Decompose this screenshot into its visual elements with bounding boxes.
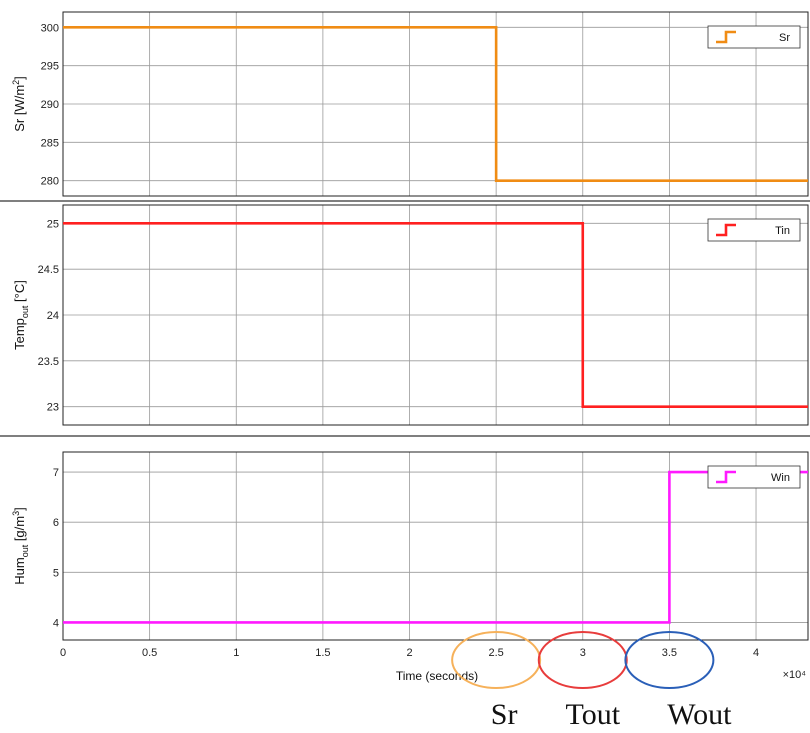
- x-tick-label: 4: [753, 647, 759, 659]
- legend-label: Win: [771, 472, 790, 484]
- legend-label: Tin: [775, 225, 790, 237]
- superscript: 2: [11, 80, 21, 85]
- series-line-sr: [63, 26, 808, 182]
- y-tick-label: 24: [47, 310, 59, 322]
- x-tick-label: 1: [233, 647, 239, 659]
- legend-label: Sr: [779, 32, 790, 44]
- y-tick-label: 23.5: [38, 356, 59, 368]
- series-line-win: [63, 470, 808, 624]
- y-tick-label: 5: [53, 567, 59, 579]
- y-tick-label: 290: [41, 99, 59, 111]
- y-tick-label: 25: [47, 218, 59, 230]
- label-rest: [°C]: [12, 280, 27, 305]
- annotation-circle-tout: [537, 631, 628, 689]
- x-tick-label: 1.5: [315, 647, 330, 659]
- y-axis-label: Sr [W/m2]: [11, 76, 27, 132]
- x-axis-multiplier: ×10⁴: [783, 669, 807, 681]
- subscript: out: [20, 305, 30, 318]
- legend-swatch: [716, 30, 736, 44]
- series-line-tin: [63, 222, 808, 408]
- chart-panel-3: 4 5 6 7 Win Humout [g/m3]: [11, 451, 809, 641]
- annotation-label-tout: Tout: [565, 698, 620, 731]
- y-tick-label: 24.5: [38, 264, 59, 276]
- y-tick-label: 6: [53, 517, 59, 529]
- y-tick-label: 300: [41, 22, 59, 34]
- superscript: 3: [11, 511, 21, 516]
- label-rest: [g/m: [12, 516, 27, 545]
- annotation-circle-sr: [451, 631, 542, 689]
- x-tick-label: 2: [406, 647, 412, 659]
- label-rest: ]: [12, 507, 27, 511]
- subscript: out: [20, 544, 30, 557]
- label-rest: ]: [12, 76, 27, 80]
- plot-frame: [62, 204, 809, 426]
- annotations: Sr Tout Wout: [451, 631, 732, 731]
- y-tick-label: 280: [41, 176, 59, 188]
- y-tick-label: 7: [53, 467, 59, 479]
- x-tick-label: 3.5: [662, 647, 677, 659]
- y-axis-label: Tempout [°C]: [12, 280, 30, 350]
- plot-frame: [62, 11, 809, 197]
- y-tick-label: 285: [41, 137, 59, 149]
- annotation-label-wout: Wout: [667, 698, 732, 731]
- annotation-label-sr: Sr: [491, 698, 518, 731]
- x-tick-label: 3: [580, 647, 586, 659]
- y-tick-label: 4: [53, 617, 59, 629]
- legend-swatch: [716, 470, 736, 484]
- legend-swatch: [716, 223, 736, 237]
- y-tick-label: 23: [47, 402, 59, 414]
- plot-frame: [62, 451, 809, 641]
- chart-panel-1: 280 285 290 295 300 Sr Sr [W/m2]: [11, 11, 809, 197]
- x-tick-label: 2.5: [488, 647, 503, 659]
- y-axis-label: Humout [g/m3]: [11, 507, 30, 585]
- x-tick-label: 0.5: [142, 647, 157, 659]
- annotation-circle-wout: [624, 631, 715, 689]
- x-tick-label: 0: [60, 647, 66, 659]
- y-tick-label: 295: [41, 61, 59, 73]
- chart-panel-2: 23 23.5 24 24.5 25 Tin Tempout [°C]: [12, 204, 809, 426]
